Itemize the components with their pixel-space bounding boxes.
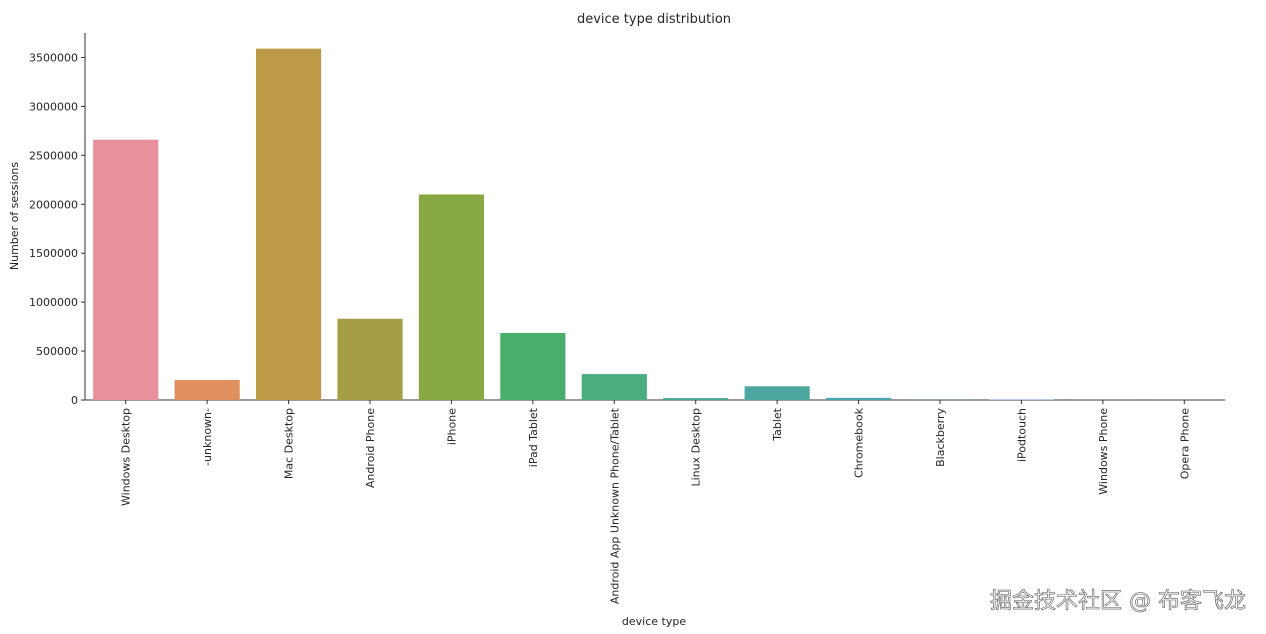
x-tick-label: iPhone	[445, 408, 458, 445]
bar	[337, 318, 403, 400]
x-tick-label: Windows Phone	[1097, 408, 1110, 495]
y-tick-label: 1500000	[29, 247, 78, 260]
bar	[174, 379, 240, 400]
x-tick-label: -unknown-	[201, 408, 214, 466]
y-tick-label: 500000	[36, 345, 78, 358]
chart-title: device type distribution	[577, 12, 731, 27]
y-tick-label: 3500000	[29, 51, 78, 64]
x-tick-label: Tablet	[771, 407, 784, 441]
x-tick-label: iPad Tablet	[527, 407, 540, 467]
watermark: 掘金技术社区 @ 布客飞龙	[990, 589, 1246, 614]
x-tick-label: Windows Desktop	[120, 408, 133, 506]
bar	[663, 398, 729, 400]
bar	[744, 386, 810, 400]
x-tick-label: Chromebook	[853, 407, 866, 478]
bar	[93, 139, 159, 400]
x-tick-label: Android App Unknown Phone/Tablet	[608, 407, 621, 604]
bar	[418, 194, 484, 400]
x-tick-label: Android Phone	[364, 408, 377, 488]
bar	[256, 48, 322, 401]
x-tick-label: iPodtouch	[1015, 408, 1028, 462]
x-tick-label: Blackberry	[934, 408, 947, 467]
y-axis-label: Number of sessions	[8, 162, 21, 271]
y-tick-label: 1000000	[29, 296, 78, 309]
bar	[826, 397, 892, 400]
x-tick-label: Linux Desktop	[690, 408, 703, 487]
bar	[500, 332, 566, 400]
y-tick-label: 2000000	[29, 198, 78, 211]
y-tick-label: 3000000	[29, 100, 78, 113]
x-tick-label: Mac Desktop	[283, 408, 296, 479]
y-tick-label: 0	[71, 394, 78, 407]
x-axis-label: device type	[622, 615, 686, 628]
x-tick-label: Opera Phone	[1178, 408, 1191, 479]
y-tick-label: 2500000	[29, 149, 78, 162]
bar	[581, 374, 647, 400]
